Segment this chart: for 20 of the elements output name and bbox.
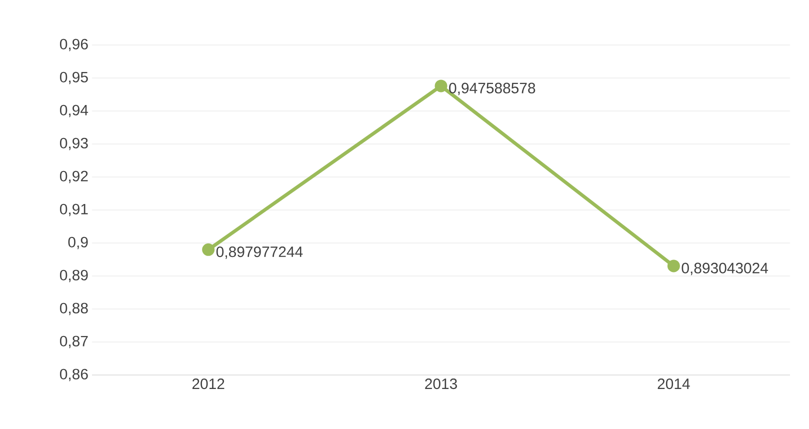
x-tick-label: 2013	[425, 378, 457, 390]
y-tick-label: 0,88	[60, 302, 88, 316]
x-tick-label: 2012	[192, 378, 224, 390]
y-tick-label: 0,94	[60, 104, 88, 118]
point	[667, 260, 680, 272]
y-tick-label: 0,87	[60, 336, 88, 348]
data-label: 0,893043024	[682, 262, 768, 276]
point	[202, 243, 215, 256]
y-tick-label: 0,93	[60, 138, 88, 150]
y-tick-label: 0,9	[68, 236, 88, 250]
y-tick-label: 0,96	[60, 38, 88, 52]
data-label: 0,897977244	[216, 246, 303, 259]
y-tick-label: 0,89	[60, 270, 88, 282]
point	[434, 80, 448, 92]
y-tick-label: 0,95	[60, 72, 88, 84]
y-tick-label: 0,86	[60, 368, 88, 382]
x-tick-label: 2014	[658, 378, 690, 390]
y-tick-label: 0,92	[60, 170, 88, 184]
data-label: 0,947588578	[449, 82, 536, 96]
y-tick-label: 0,91	[60, 204, 88, 216]
